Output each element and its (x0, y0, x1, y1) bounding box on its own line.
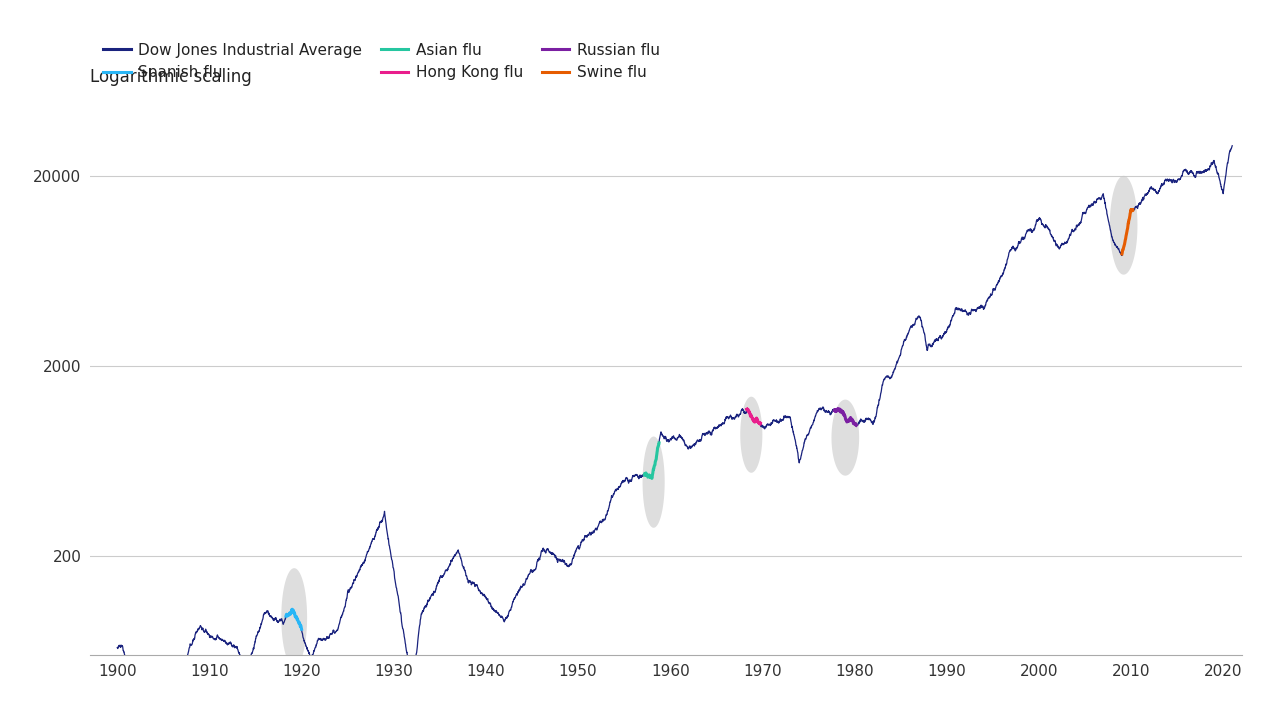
Polygon shape (282, 568, 307, 667)
Text: Logarithmic scaling: Logarithmic scaling (90, 68, 251, 86)
Polygon shape (643, 436, 664, 528)
Polygon shape (832, 400, 859, 476)
Polygon shape (740, 397, 763, 473)
Legend: Dow Jones Industrial Average, Spanish flu, Asian flu, Hong Kong flu, Russian flu: Dow Jones Industrial Average, Spanish fl… (97, 37, 666, 86)
Polygon shape (1110, 176, 1138, 274)
